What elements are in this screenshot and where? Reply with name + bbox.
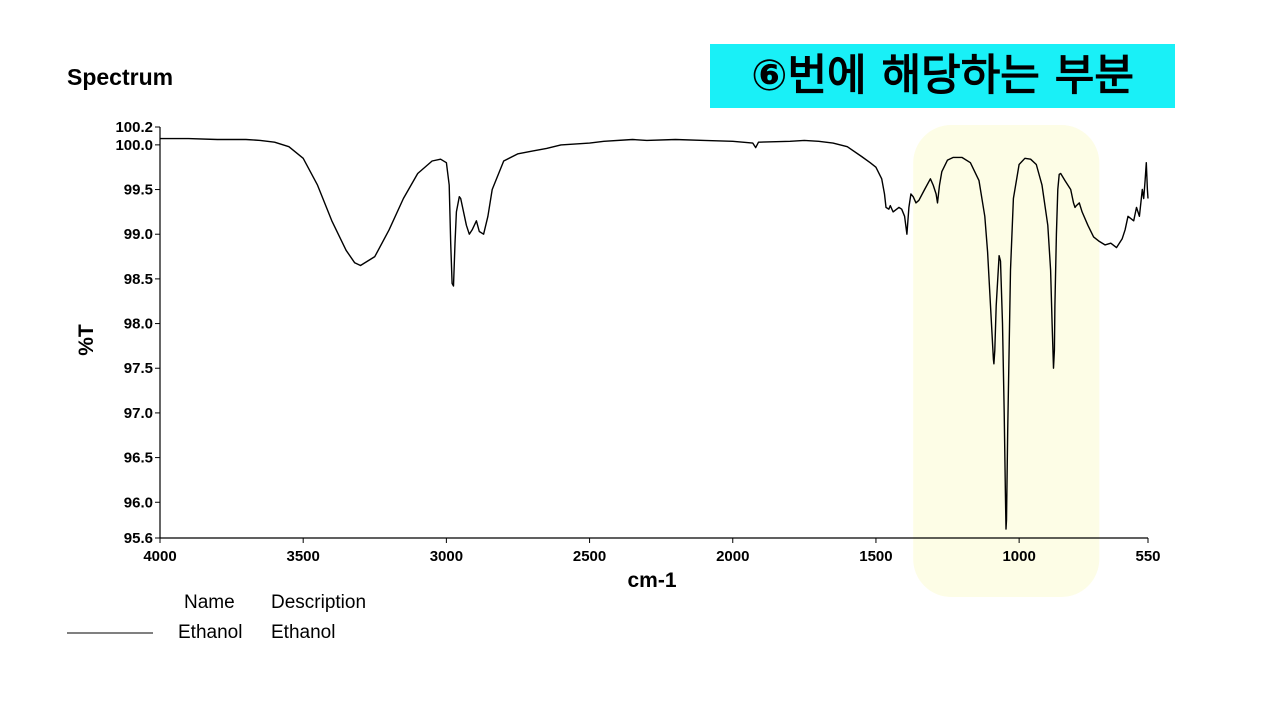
x-tick-label: 1500 xyxy=(859,548,892,565)
y-tick-label: 95.6 xyxy=(124,530,153,547)
x-tick-label: 3000 xyxy=(430,548,463,565)
y-tick-label: 98.0 xyxy=(124,316,153,333)
y-tick-label: 99.0 xyxy=(124,226,153,243)
x-tick-label: 1000 xyxy=(1002,548,1035,565)
x-tick-label: 3500 xyxy=(287,548,320,565)
series-line-ethanol xyxy=(160,137,1149,530)
annotation-label: ⑥번에 해당하는 부분 xyxy=(710,44,1175,108)
y-tick-label: 96.5 xyxy=(124,450,153,467)
y-tick-label: 100.0 xyxy=(115,137,153,154)
y-tick-label: 99.5 xyxy=(124,182,153,199)
x-tick-label: 2000 xyxy=(716,548,749,565)
x-tick-label: 4000 xyxy=(143,548,176,565)
y-tick-label: 100.2 xyxy=(115,119,153,136)
legend-entry-name: Ethanol xyxy=(178,622,243,643)
legend-name-header: Name xyxy=(184,592,235,613)
y-tick-label: 97.0 xyxy=(124,405,153,422)
x-tick-label: 2500 xyxy=(573,548,606,565)
highlight-region xyxy=(913,125,1100,597)
legend-description-header: Description xyxy=(271,592,367,613)
y-tick-label: 98.5 xyxy=(124,271,153,288)
x-tick-label: 550 xyxy=(1135,548,1160,565)
legend-entry-description: Ethanol xyxy=(271,622,336,643)
chart-title: Spectrum xyxy=(67,64,174,90)
y-tick-label: 96.0 xyxy=(124,494,153,511)
y-axis-label: %T xyxy=(75,324,98,356)
x-axis-label: cm-1 xyxy=(627,569,676,592)
y-tick-label: 97.5 xyxy=(124,360,153,377)
